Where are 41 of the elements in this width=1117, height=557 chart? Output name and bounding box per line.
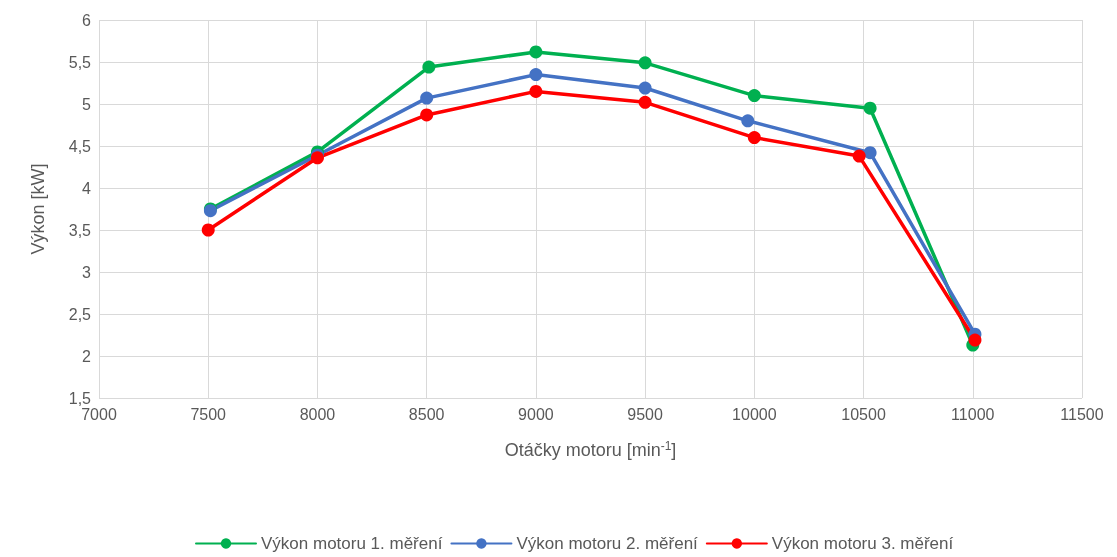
y-tick-label: 6 xyxy=(82,11,92,29)
point xyxy=(638,95,652,109)
point xyxy=(747,89,761,103)
y-tick-label: 2 xyxy=(82,347,92,365)
x-tick-label: 11500 xyxy=(1060,405,1104,423)
y-tick-label: 5 xyxy=(82,95,92,113)
legend-label: Výkon motoru 2. měření xyxy=(516,534,699,553)
point xyxy=(420,108,434,122)
point xyxy=(968,333,982,347)
point xyxy=(422,60,436,74)
y-tick-label: 3,5 xyxy=(68,221,92,239)
point xyxy=(201,223,215,237)
legend-label: Výkon motoru 3. měření xyxy=(771,534,954,553)
x-tick-label: 9500 xyxy=(627,405,664,423)
x-tick-label: 7000 xyxy=(81,405,117,423)
point xyxy=(741,114,755,128)
point xyxy=(852,149,866,163)
point xyxy=(529,84,543,98)
y-tick-label: 3 xyxy=(82,263,92,281)
point xyxy=(863,101,877,115)
x-tick-label: 9000 xyxy=(518,405,554,423)
legend-label: Výkon motoru 1. měření xyxy=(261,534,443,553)
x-tick-label: 10000 xyxy=(732,405,777,423)
x-tick-label: 11000 xyxy=(951,405,995,423)
y-axis-title: Výkon [kW] xyxy=(28,163,48,255)
y-tick-label: 1,5 xyxy=(68,389,92,407)
x-tick-label: 10500 xyxy=(841,405,886,423)
y-tick-label: 4 xyxy=(82,179,92,197)
point xyxy=(638,81,652,95)
point xyxy=(420,91,434,105)
x-tick-label: 7500 xyxy=(190,405,227,423)
point xyxy=(529,45,543,59)
y-tick-label: 5,5 xyxy=(68,53,92,71)
point xyxy=(529,68,543,82)
y-tick-label: 4,5 xyxy=(68,137,92,155)
point xyxy=(638,56,652,70)
x-tick-label: 8000 xyxy=(299,405,336,423)
x-tick-label: 8500 xyxy=(408,405,445,423)
point xyxy=(747,131,761,145)
y-tick-label: 2,5 xyxy=(68,305,92,323)
point xyxy=(863,146,877,160)
